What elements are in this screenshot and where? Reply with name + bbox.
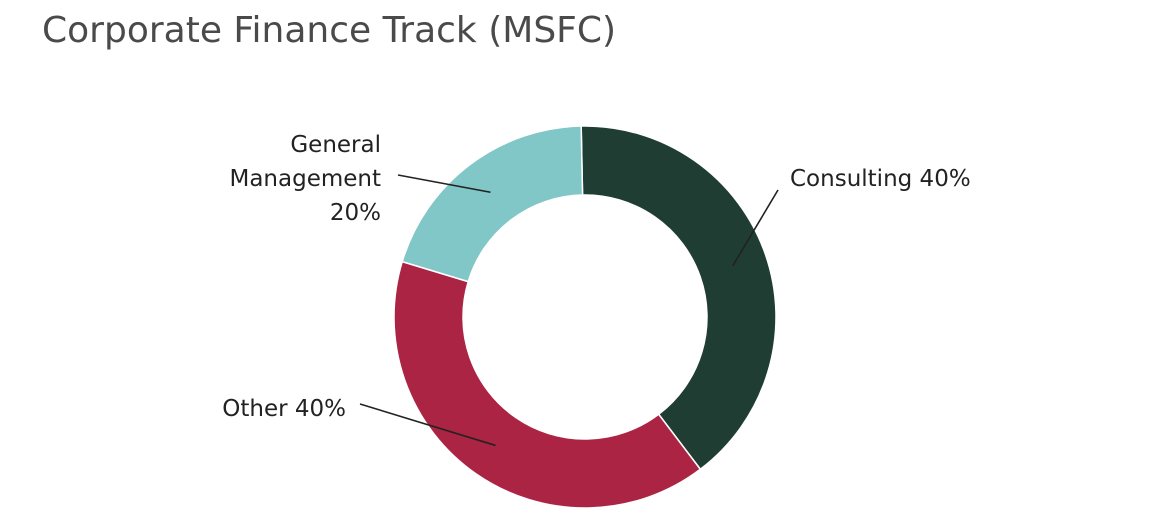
leader-line-consulting bbox=[732, 189, 779, 267]
leader-lines bbox=[359, 174, 779, 447]
slice-label-general-management: General Management 20% bbox=[229, 132, 381, 226]
chart-title: Corporate Finance Track (MSFC) bbox=[42, 10, 617, 51]
slice-other bbox=[393, 260, 702, 509]
slice-general-management bbox=[401, 125, 584, 283]
slice-label-line: Management bbox=[229, 166, 381, 192]
leader-line-general-management bbox=[397, 174, 491, 194]
slice-label-line: Other 40% bbox=[222, 396, 346, 422]
slice-label-consulting: Consulting 40% bbox=[790, 166, 971, 192]
slice-label-line: Consulting 40% bbox=[790, 166, 971, 192]
slice-consulting bbox=[580, 125, 777, 471]
slice-labels: Consulting 40% Other 40% General Management… bbox=[222, 132, 970, 422]
slice-label-line: General bbox=[290, 132, 381, 158]
donut-slices bbox=[393, 125, 777, 509]
slice-label-line: 20% bbox=[330, 200, 381, 226]
slice-label-other: Other 40% bbox=[222, 396, 346, 422]
leader-line-other bbox=[359, 403, 496, 447]
